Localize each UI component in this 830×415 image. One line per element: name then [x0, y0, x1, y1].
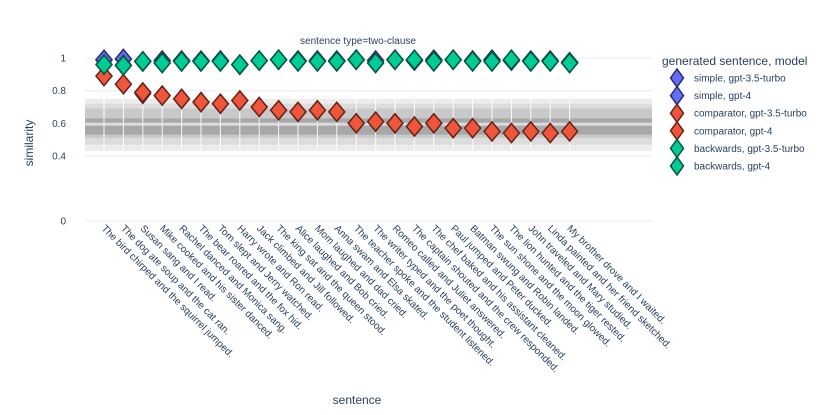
legend-swatch — [669, 67, 685, 89]
data-point — [308, 99, 327, 121]
data-point — [250, 49, 269, 72]
legend-item-0[interactable]: simple, gpt-3.5-turbo — [669, 67, 787, 89]
legend-swatch — [669, 85, 685, 106]
data-point — [560, 120, 579, 143]
y-axis-title: similarity — [22, 120, 36, 167]
series-3 — [95, 65, 579, 144]
marks-layer — [95, 48, 579, 144]
y-tick-label: 0 — [60, 217, 66, 228]
data-point — [269, 49, 288, 71]
y-tick-label: 0.4 — [52, 151, 66, 162]
legend-item-4[interactable]: backwards, gpt-3.5-turbo — [669, 138, 806, 159]
data-point — [289, 101, 307, 123]
data-point — [424, 50, 443, 73]
data-point — [521, 120, 540, 143]
legend: generated sentence, model simple, gpt-3.… — [662, 54, 808, 177]
data-point — [308, 50, 327, 73]
data-point — [269, 99, 288, 121]
data-point — [289, 50, 307, 73]
data-point — [463, 117, 482, 139]
data-point — [444, 117, 463, 139]
facet-title: sentence type=two-clause — [300, 36, 416, 47]
data-point — [192, 91, 210, 113]
data-point — [444, 49, 463, 71]
legend-label: comparator, gpt-4 — [694, 126, 773, 137]
data-point — [366, 110, 385, 133]
legend-item-1[interactable]: simple, gpt-4 — [669, 85, 752, 106]
data-point — [133, 50, 152, 73]
legend-swatch — [669, 102, 685, 124]
data-point — [347, 112, 366, 134]
data-point — [192, 50, 210, 73]
y-tick-label: 0.6 — [52, 119, 66, 130]
data-point — [133, 81, 152, 104]
data-point — [541, 122, 560, 144]
legend-items: simple, gpt-3.5-turbo simple, gpt-4 compar… — [669, 67, 808, 177]
legend-swatch — [669, 120, 685, 142]
legend-swatch — [669, 155, 685, 177]
data-point — [560, 52, 579, 74]
data-point — [521, 50, 540, 73]
legend-label: simple, gpt-4 — [694, 91, 752, 102]
data-point — [386, 49, 404, 71]
legend-label: simple, gpt-3.5-turbo — [694, 74, 786, 85]
data-point — [366, 52, 385, 74]
data-point — [483, 50, 501, 73]
x-axis-title: sentence — [333, 393, 382, 407]
data-point — [95, 53, 113, 76]
data-point — [114, 54, 133, 77]
y-tick-label: 0.8 — [52, 86, 66, 97]
legend-item-5[interactable]: backwards, gpt-4 — [669, 155, 771, 177]
data-point — [172, 50, 191, 73]
data-point — [172, 88, 191, 110]
y-tick-layer: 0 0.4 0.6 0.8 1 — [52, 54, 66, 228]
data-point — [250, 96, 269, 118]
data-point — [541, 50, 560, 73]
data-point — [114, 73, 133, 95]
data-point — [483, 120, 501, 143]
data-point — [463, 50, 482, 73]
x-tick-layer: The bird chirped and the squirrel jumped… — [99, 223, 673, 375]
data-point — [95, 65, 113, 87]
data-point — [424, 112, 443, 134]
data-point — [230, 89, 249, 112]
legend-label: backwards, gpt-3.5-turbo — [694, 144, 805, 155]
data-point — [327, 101, 346, 123]
legend-label: backwards, gpt-4 — [694, 162, 771, 173]
data-point — [230, 53, 249, 76]
data-point — [347, 49, 366, 71]
legend-title: generated sentence, model — [662, 54, 807, 68]
data-point — [502, 49, 521, 71]
data-point — [211, 93, 230, 115]
data-point — [405, 49, 424, 71]
data-point — [386, 112, 404, 134]
legend-item-3[interactable]: comparator, gpt-4 — [669, 120, 773, 142]
data-point — [153, 84, 172, 107]
legend-item-2[interactable]: comparator, gpt-3.5-turbo — [669, 102, 808, 124]
data-point — [405, 115, 424, 138]
legend-swatch — [669, 138, 685, 159]
data-point — [502, 122, 521, 144]
data-point — [211, 50, 230, 73]
y-tick-label: 1 — [60, 54, 66, 65]
data-point — [327, 50, 346, 73]
data-point — [153, 52, 172, 74]
series-5 — [95, 49, 579, 77]
legend-label: comparator, gpt-3.5-turbo — [694, 109, 807, 120]
